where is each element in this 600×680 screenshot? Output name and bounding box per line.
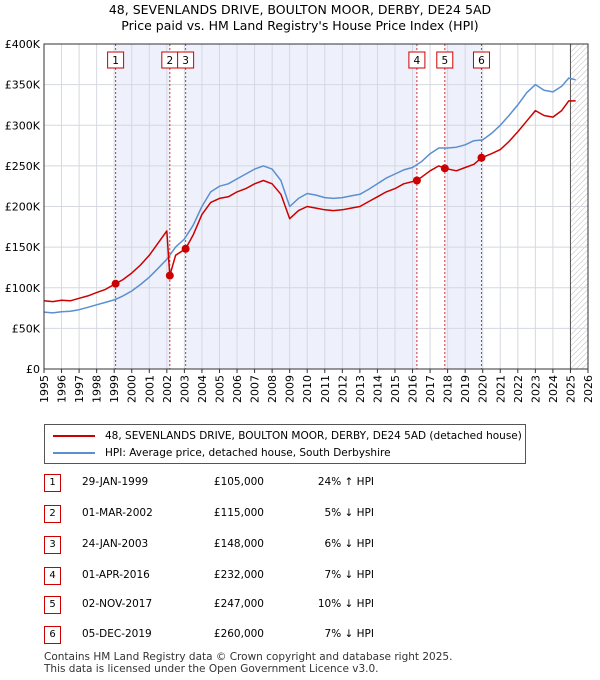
y-tick-label: £250K <box>5 160 41 173</box>
sale-hpi-diff: 24% ↑ HPI <box>317 476 374 488</box>
x-tick-label: 2001 <box>143 375 156 403</box>
sale-number-badge: 3 <box>44 536 61 554</box>
sale-number-badge: 4 <box>44 567 61 585</box>
x-tick-label: 2007 <box>249 375 262 403</box>
chart-title-line1: 48, SEVENLANDS DRIVE, BOULTON MOOR, DERB… <box>108 2 492 17</box>
sale-label-box <box>472 51 490 69</box>
x-tick-label: 2026 <box>582 375 595 403</box>
x-tick-label: 2018 <box>442 375 455 403</box>
legend-label-hpi: HPI: Average price, detached house, Sout… <box>105 447 391 459</box>
chart-title-line2: Price paid vs. HM Land Registry's House … <box>121 18 479 33</box>
sale-label-box <box>408 51 426 69</box>
x-tick-label: 2000 <box>126 375 139 403</box>
sale-label-text: 6 <box>478 55 485 67</box>
y-tick-label: £200K <box>5 201 41 214</box>
x-tick-label: 2002 <box>161 375 174 403</box>
sale-hpi-diff: 7% ↓ HPI <box>324 628 374 640</box>
sale-price: £260,000 <box>213 628 264 640</box>
x-tick-label: 2019 <box>459 375 472 403</box>
x-tick-label: 2015 <box>389 375 402 403</box>
sale-point <box>111 279 120 288</box>
x-tick-label: 2022 <box>512 375 525 403</box>
x-tick-label: 2004 <box>196 375 209 403</box>
legend: 48, SEVENLANDS DRIVE, BOULTON MOOR, DERB… <box>44 424 526 464</box>
price-chart: £0 £50K £100K £150K £200K £250K £300K £350K £400… <box>5 38 595 403</box>
sale-point <box>165 271 174 280</box>
x-tick-label: 2025 <box>564 375 577 403</box>
sale-number-badge: 5 <box>44 596 61 614</box>
legend-item-property: 48, SEVENLANDS DRIVE, BOULTON MOOR, DERB… <box>53 428 522 444</box>
x-tick-label: 2021 <box>494 375 507 403</box>
y-tick-label: £350K <box>5 79 41 92</box>
footer-attribution: Contains HM Land Registry data © Crown c… <box>44 651 452 675</box>
x-tick-label: 2003 <box>178 375 191 403</box>
sale-label-box <box>107 51 125 69</box>
sale-point <box>440 164 449 173</box>
y-tick-label: £0 <box>26 363 40 376</box>
sale-hpi-diff: 5% ↓ HPI <box>324 507 374 519</box>
sale-price: £247,000 <box>213 598 264 610</box>
x-tick-label: 2013 <box>354 375 367 403</box>
y-tick-label: £150K <box>5 241 41 254</box>
sale-label-text: 4 <box>414 55 421 67</box>
sale-date: 29-JAN-1999 <box>82 476 149 488</box>
sale-hpi-diff: 10% ↓ HPI <box>317 598 374 610</box>
sale-label-text: 2 <box>166 55 173 67</box>
x-tick-label: 2005 <box>213 375 226 403</box>
y-tick-label: £50K <box>12 322 41 335</box>
x-tick-label: 2011 <box>319 375 332 403</box>
sale-point <box>412 176 421 185</box>
property-price-line <box>43 100 576 303</box>
sale-label-text: 5 <box>441 55 448 67</box>
sale-hpi-diff: 6% ↓ HPI <box>324 538 374 550</box>
x-tick-label: 2014 <box>371 375 384 403</box>
y-tick-label: £100K <box>5 282 41 295</box>
x-tick-label: 2006 <box>231 375 244 403</box>
legend-swatch-property <box>53 435 95 437</box>
hpi-line <box>43 77 576 314</box>
x-tick-label: 1998 <box>91 375 104 403</box>
sale-point <box>181 244 190 253</box>
x-tick-label: 1996 <box>56 375 69 403</box>
sale-label-box <box>436 51 454 69</box>
footer-copyright: Contains HM Land Registry data © Crown c… <box>44 651 453 663</box>
sale-hpi-diff: 7% ↓ HPI <box>324 569 374 581</box>
y-tick-label: £400K <box>5 38 41 51</box>
x-tick-label: 1997 <box>73 375 86 403</box>
x-tick-label: 2024 <box>547 375 560 403</box>
sale-date: 01-APR-2016 <box>82 569 150 581</box>
x-tick-label: 2009 <box>284 375 297 403</box>
sale-date: 24-JAN-2003 <box>82 538 149 550</box>
y-tick-label: £300K <box>5 119 41 132</box>
x-tick-label: 2012 <box>336 375 349 403</box>
x-tick-label: 2020 <box>477 375 490 403</box>
x-tick-label: 2017 <box>424 375 437 403</box>
legend-swatch-hpi <box>53 452 95 454</box>
sale-label-text: 3 <box>182 55 189 67</box>
x-tick-label: 1999 <box>108 375 121 403</box>
sale-number-badge: 1 <box>44 474 61 492</box>
footer-licence: This data is licensed under the Open Gov… <box>44 663 379 675</box>
sale-price: £115,000 <box>213 507 264 519</box>
sale-price: £232,000 <box>213 569 264 581</box>
x-tick-label: 2008 <box>266 375 279 403</box>
plot-frame <box>43 43 589 370</box>
x-tick-label: 2016 <box>407 375 420 403</box>
sale-price: £105,000 <box>213 476 264 488</box>
sale-date: 01-MAR-2002 <box>82 507 153 519</box>
sale-label-box <box>177 51 195 69</box>
sale-date: 02-NOV-2017 <box>82 598 153 610</box>
sale-price: £148,000 <box>213 538 264 550</box>
sale-date: 05-DEC-2019 <box>82 628 152 640</box>
sale-label-text: 1 <box>112 55 119 67</box>
sale-number-badge: 6 <box>44 626 61 644</box>
legend-item-hpi: HPI: Average price, detached house, Sout… <box>53 445 391 461</box>
sale-number-badge: 2 <box>44 505 61 523</box>
x-tick-label: 2023 <box>529 375 542 403</box>
x-tick-label: 2010 <box>301 375 314 403</box>
x-tick-label: 1995 <box>38 375 51 403</box>
sale-point <box>477 153 486 162</box>
legend-label-property: 48, SEVENLANDS DRIVE, BOULTON MOOR, DERB… <box>105 430 522 442</box>
